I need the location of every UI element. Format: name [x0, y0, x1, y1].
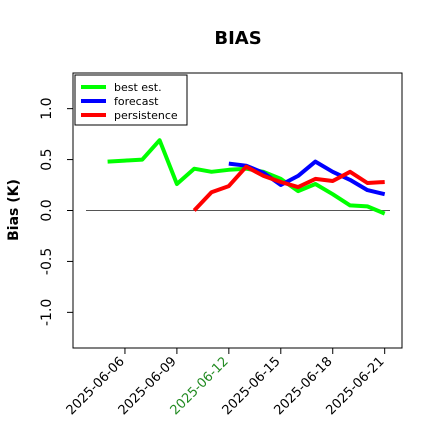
- chart-title: BIAS: [214, 28, 261, 49]
- legend-label: persistence: [114, 109, 178, 122]
- legend-label: best est.: [114, 81, 162, 94]
- legend-label: forecast: [114, 95, 159, 108]
- y-axis-ticks: -1.0 -0.5 0.0 0.5 1.0: [39, 98, 73, 326]
- y-tick-label: -1.0: [39, 299, 55, 326]
- y-tick-label: 1.0: [39, 98, 55, 120]
- y-tick-label: 0.0: [39, 199, 55, 221]
- y-tick-label: 0.5: [39, 148, 55, 170]
- y-tick-label: -0.5: [39, 248, 55, 275]
- y-axis-label: Bias (K): [6, 179, 22, 241]
- series-line-persistence: [192, 164, 385, 212]
- x-axis-ticks: 2025-06-062025-06-092025-06-122025-06-15…: [64, 348, 388, 418]
- series-lines: [107, 138, 386, 216]
